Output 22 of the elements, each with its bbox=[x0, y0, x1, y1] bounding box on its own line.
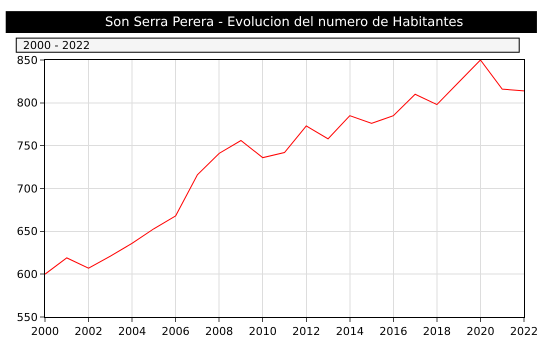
y-tick-label: 650 bbox=[16, 225, 38, 238]
y-tick-label: 700 bbox=[16, 182, 38, 196]
x-tick-label: 2020 bbox=[466, 325, 494, 338]
y-tick-label: 850 bbox=[16, 54, 38, 67]
x-tick-label: 2008 bbox=[205, 325, 234, 338]
y-tick-label: 800 bbox=[16, 96, 38, 110]
line-series bbox=[45, 60, 524, 275]
x-tick-label: 2010 bbox=[248, 325, 277, 338]
x-tick-label: 2016 bbox=[379, 325, 408, 338]
x-tick-label: 2012 bbox=[292, 325, 320, 338]
y-tick-label: 550 bbox=[16, 310, 38, 324]
x-tick-label: 2006 bbox=[162, 325, 190, 338]
x-tick-label: 2004 bbox=[118, 325, 146, 338]
x-tick-label: 2018 bbox=[422, 325, 451, 338]
y-tick-label: 600 bbox=[16, 268, 38, 282]
x-tick-label: 2014 bbox=[336, 325, 364, 338]
x-tick-label: 2022 bbox=[510, 325, 538, 338]
chart-subtitle: 2000 - 2022 bbox=[23, 39, 90, 52]
y-tick-label: 750 bbox=[16, 140, 38, 153]
chart-title: Son Serra Perera - Evolucion del numero de Habitantes bbox=[105, 15, 464, 30]
x-tick-label: 2000 bbox=[31, 325, 59, 338]
x-tick-label: 2002 bbox=[74, 325, 103, 338]
